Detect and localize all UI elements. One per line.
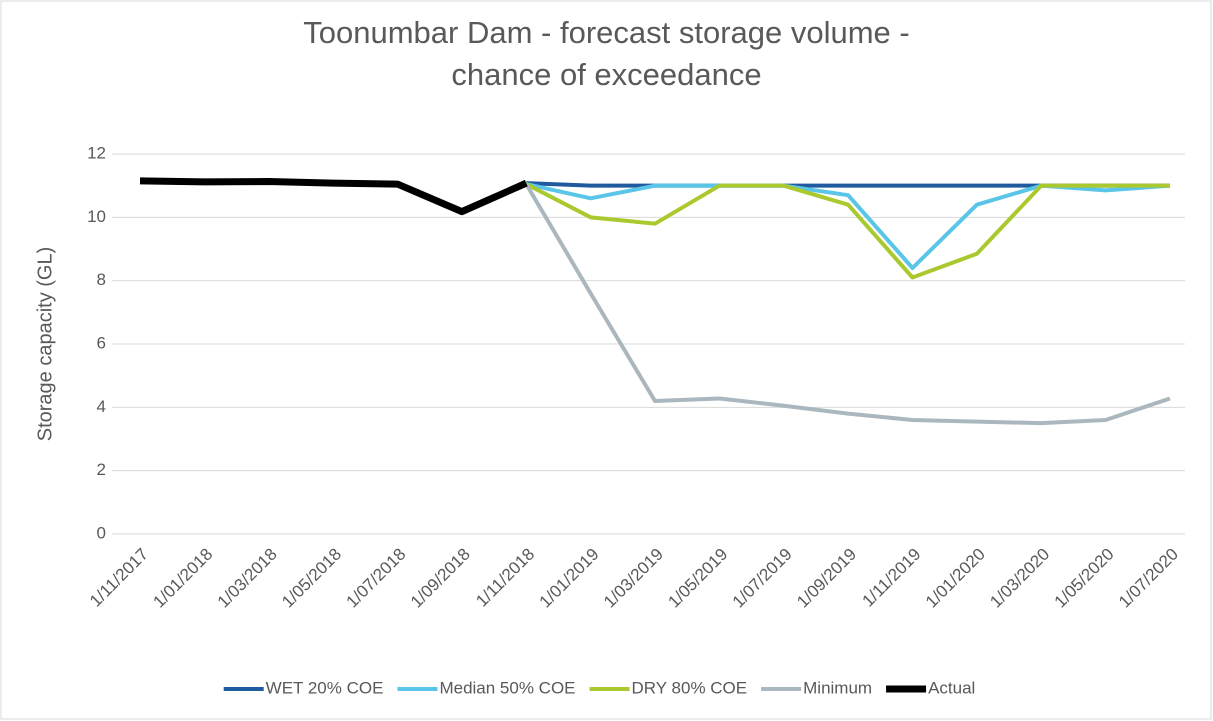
series-line bbox=[525, 182, 1170, 280]
legend-label: DRY 80% COE bbox=[632, 678, 748, 697]
series-line bbox=[139, 177, 528, 216]
legend-label: Median 50% COE bbox=[439, 678, 575, 697]
chart-title: Toonumbar Dam - forecast storage volume … bbox=[303, 15, 910, 92]
y-tick-label: 0 bbox=[97, 523, 106, 542]
legend-label: WET 20% COE bbox=[266, 678, 384, 697]
legend-label: Actual bbox=[928, 678, 975, 697]
title-box: Toonumbar Dam - forecast storage volume … bbox=[0, 12, 1213, 96]
y-tick-label: 2 bbox=[97, 460, 106, 479]
legend-label: Minimum bbox=[803, 678, 872, 697]
series-line bbox=[524, 183, 1171, 426]
y-axis-label: Storage capacity (GL) bbox=[34, 247, 56, 442]
y-tick-label: 12 bbox=[87, 143, 106, 162]
y-tick-label: 6 bbox=[97, 333, 106, 352]
y-tick-label: 4 bbox=[97, 397, 106, 416]
y-tick-label: 10 bbox=[87, 207, 106, 226]
y-tick-label: 8 bbox=[97, 270, 106, 289]
